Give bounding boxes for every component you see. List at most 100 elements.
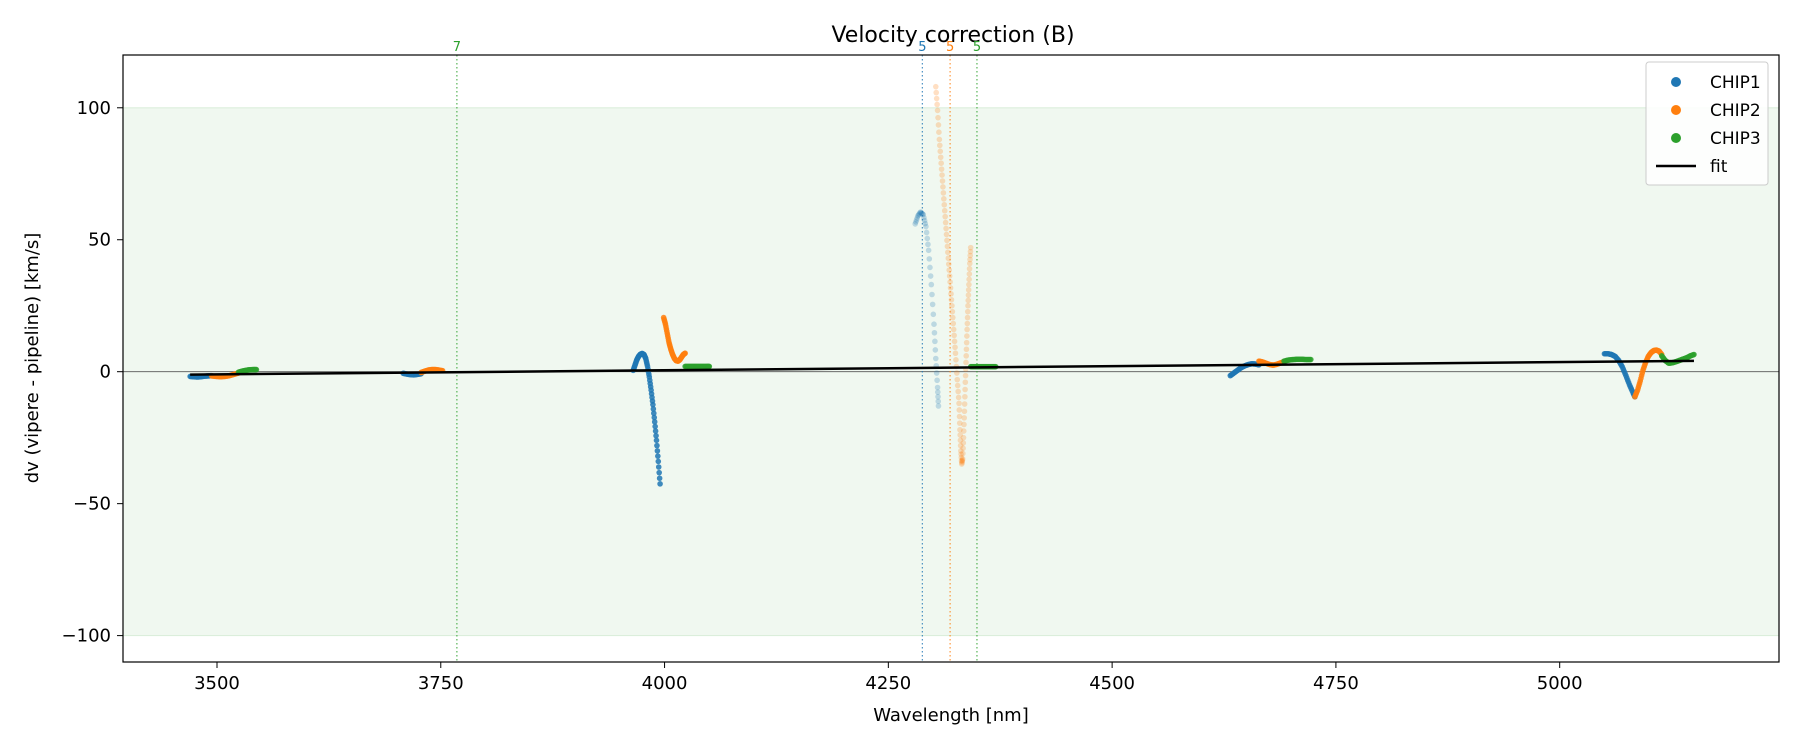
point <box>935 114 941 121</box>
point <box>652 423 658 430</box>
chart-title: Velocity correction (B) <box>831 23 1074 48</box>
point <box>961 421 967 428</box>
point <box>682 350 688 357</box>
point <box>930 311 937 318</box>
point <box>917 210 923 216</box>
point <box>913 217 920 223</box>
point <box>927 264 933 271</box>
point <box>964 333 970 339</box>
point <box>960 440 967 446</box>
point <box>657 481 663 487</box>
point <box>944 243 951 250</box>
point <box>965 297 972 304</box>
point <box>655 458 662 465</box>
point <box>948 296 955 303</box>
legend-label-chip1: CHIP1 <box>1710 73 1761 93</box>
point <box>918 209 925 216</box>
point <box>929 291 935 298</box>
point <box>941 201 948 208</box>
point <box>967 248 974 255</box>
point <box>964 314 971 321</box>
point <box>966 276 972 283</box>
point <box>937 154 944 161</box>
point <box>949 302 955 309</box>
point <box>940 184 946 190</box>
point <box>948 291 954 297</box>
point <box>920 211 927 218</box>
point <box>915 212 922 218</box>
point <box>706 363 713 370</box>
point <box>956 400 962 407</box>
legend-swatch-chip3 <box>1671 133 1681 143</box>
point <box>947 279 953 285</box>
point <box>965 287 972 293</box>
point <box>943 231 950 238</box>
y-tick-label: 50 <box>88 230 111 251</box>
point <box>956 420 963 426</box>
point <box>939 178 946 184</box>
axes: 3500 3750 4000 4250 4500 4750 5000 −100 −50 0 50 10… <box>62 54 1780 694</box>
point <box>656 475 663 482</box>
point <box>951 338 958 345</box>
point <box>966 271 973 277</box>
point <box>954 382 961 389</box>
point <box>656 469 662 476</box>
chip3-segment-1 <box>682 363 713 370</box>
legend: CHIP1 CHIP2 CHIP3 fit <box>1645 61 1769 186</box>
point <box>917 209 924 215</box>
point <box>929 301 936 308</box>
point <box>963 353 970 359</box>
point <box>653 432 659 439</box>
point <box>934 377 940 384</box>
point <box>966 260 973 267</box>
point <box>923 229 930 236</box>
point <box>960 428 967 434</box>
point <box>932 83 939 90</box>
point <box>961 415 968 421</box>
vline-label-1: 5 <box>918 40 926 55</box>
legend-label-fit: fit <box>1710 157 1728 177</box>
point <box>957 426 963 433</box>
point <box>927 273 934 279</box>
point <box>925 241 931 248</box>
point <box>651 414 658 421</box>
point <box>956 407 963 413</box>
point <box>923 223 929 230</box>
point <box>921 214 927 221</box>
point <box>967 256 973 263</box>
point <box>964 320 971 327</box>
point <box>934 101 940 108</box>
vertical-markers: 7 5 5 5 <box>453 40 981 662</box>
point <box>949 308 956 315</box>
y-axis-label: dv (vipere - pipeline) [km/s] <box>22 233 43 484</box>
fit-line-path <box>190 359 1694 376</box>
point <box>963 346 970 353</box>
point <box>942 219 949 226</box>
chip3-segment-3 <box>1281 356 1314 364</box>
legend-label-chip3: CHIP3 <box>1710 129 1761 149</box>
point <box>954 370 960 376</box>
point <box>942 213 948 220</box>
point <box>932 338 938 345</box>
point <box>957 437 964 444</box>
point <box>967 244 974 251</box>
point <box>950 326 957 333</box>
x-tick-label: 4500 <box>1089 673 1135 694</box>
point <box>966 265 973 272</box>
point <box>963 359 969 366</box>
point <box>650 401 656 408</box>
point <box>915 213 921 219</box>
point <box>935 403 942 409</box>
x-tick-label: 5000 <box>1537 673 1583 694</box>
point <box>959 458 965 465</box>
x-tick-label: 3750 <box>418 673 464 694</box>
point <box>955 388 961 395</box>
point <box>931 321 937 327</box>
point <box>940 190 947 196</box>
point <box>943 225 949 232</box>
point <box>938 166 945 172</box>
point <box>944 237 950 244</box>
point <box>655 464 662 470</box>
legend-swatch-chip1 <box>1671 77 1681 87</box>
point <box>946 273 953 279</box>
